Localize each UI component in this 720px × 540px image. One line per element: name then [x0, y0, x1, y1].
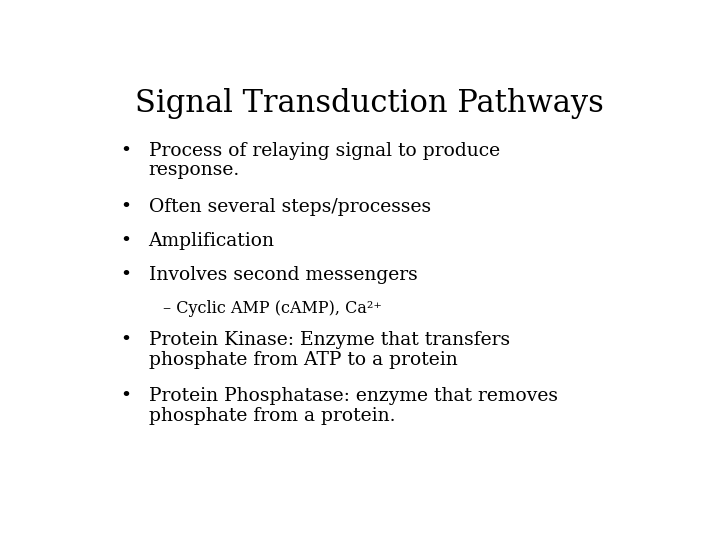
- Text: response.: response.: [148, 161, 240, 179]
- Text: •: •: [121, 232, 132, 250]
- Text: •: •: [121, 198, 132, 216]
- Text: phosphate from ATP to a protein: phosphate from ATP to a protein: [148, 351, 457, 369]
- Text: Signal Transduction Pathways: Signal Transduction Pathways: [135, 87, 603, 119]
- Text: •: •: [121, 141, 132, 160]
- Text: Amplification: Amplification: [148, 232, 274, 250]
- Text: •: •: [121, 388, 132, 406]
- Text: Protein Phosphatase: enzyme that removes: Protein Phosphatase: enzyme that removes: [148, 388, 557, 406]
- Text: Protein Kinase: Enzyme that transfers: Protein Kinase: Enzyme that transfers: [148, 332, 510, 349]
- Text: •: •: [121, 266, 132, 284]
- Text: phosphate from a protein.: phosphate from a protein.: [148, 407, 395, 425]
- Text: Process of relaying signal to produce: Process of relaying signal to produce: [148, 141, 500, 160]
- Text: Involves second messengers: Involves second messengers: [148, 266, 418, 284]
- Text: Often several steps/processes: Often several steps/processes: [148, 198, 431, 216]
- Text: •: •: [121, 332, 132, 349]
- Text: – Cyclic AMP (cAMP), Ca²⁺: – Cyclic AMP (cAMP), Ca²⁺: [163, 300, 382, 317]
